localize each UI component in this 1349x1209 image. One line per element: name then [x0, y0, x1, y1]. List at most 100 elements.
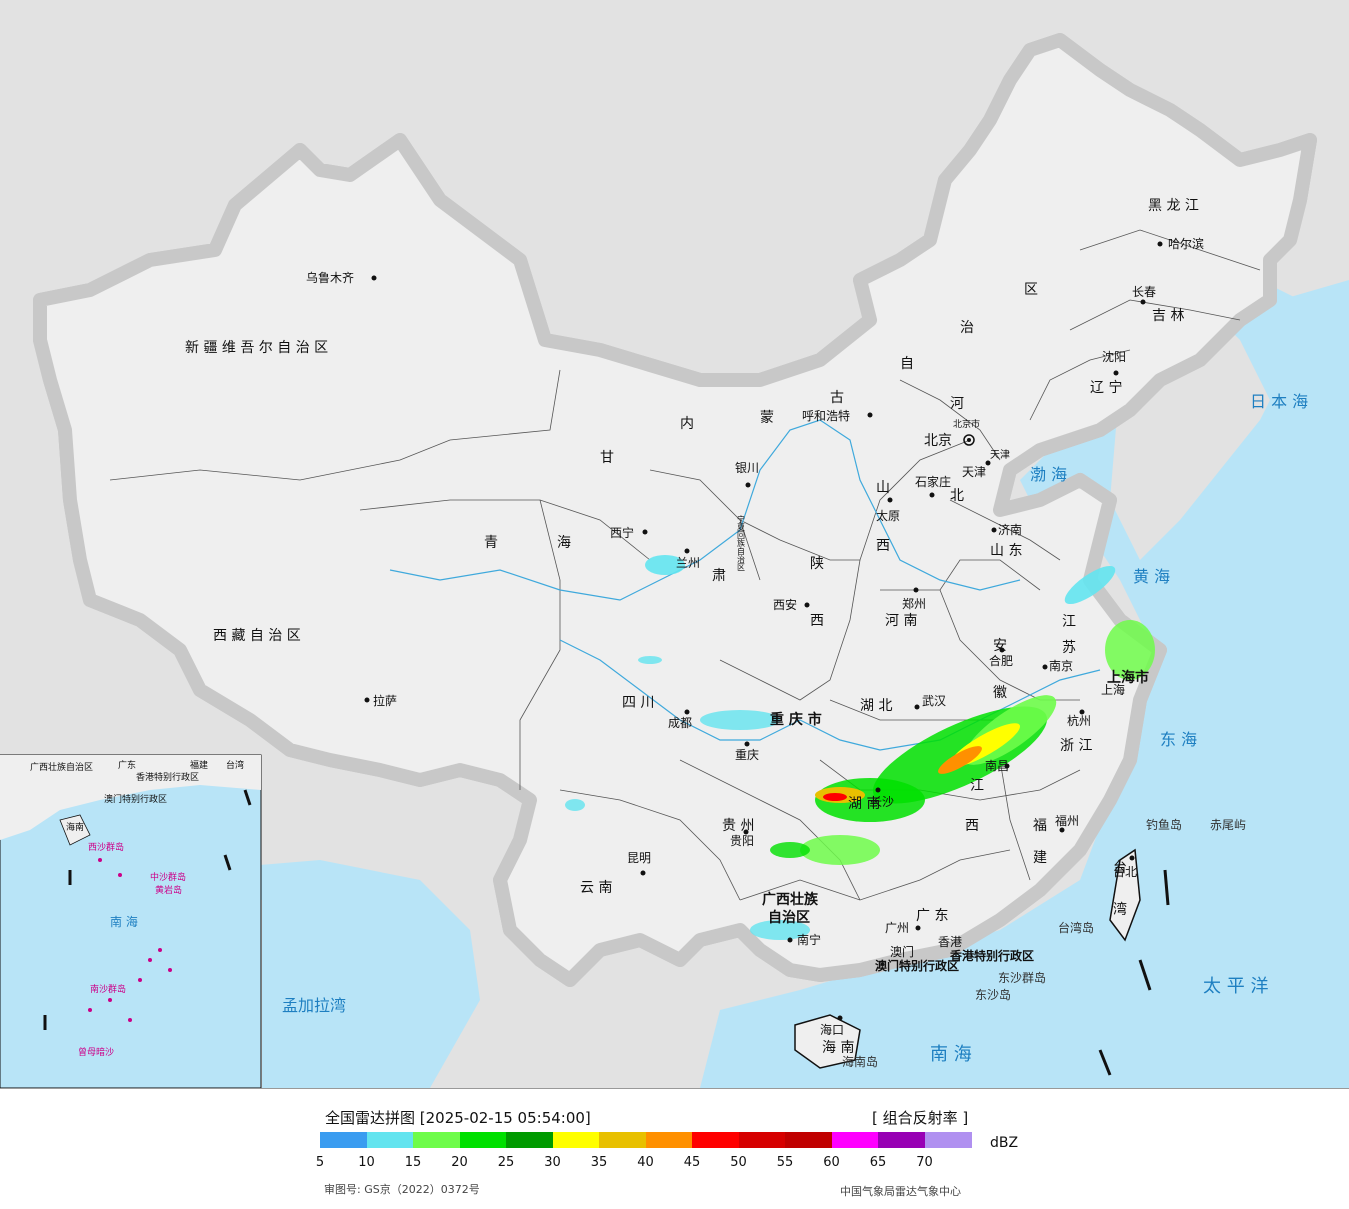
- label-hunan: 湖 南: [848, 796, 880, 812]
- city-lanzhou: 兰州: [676, 556, 700, 570]
- island-hainan: 海南岛: [842, 1054, 878, 1069]
- inset-islands: [88, 858, 172, 1022]
- label-hainan: 海 南: [822, 1040, 854, 1056]
- sea-bohai: 渤 海: [1030, 465, 1067, 484]
- city-beijing: 北京: [924, 433, 952, 449]
- city-yinchuan: 银川: [735, 461, 759, 475]
- taiwan-island: [1109, 848, 1141, 942]
- label-neimeng-2: 蒙: [760, 410, 774, 426]
- inset-fujian: 福建: [190, 759, 208, 771]
- label-jiangsu-b: 苏: [1062, 640, 1076, 656]
- legend-tick-label: 65: [869, 1155, 887, 1170]
- inset-hk: 香港特别行政区: [136, 771, 199, 783]
- label-beijing-small: 北京市: [953, 418, 980, 430]
- label-taiwan-b: 湾: [1113, 901, 1127, 918]
- inset-land: [0, 755, 261, 840]
- label-neimeng-4: 自: [900, 356, 914, 372]
- city-guiyang: 贵阳: [730, 834, 754, 848]
- japan-sea: [1200, 280, 1330, 560]
- city-hefei: 合肥: [989, 653, 1013, 668]
- city-nanjing: 南京: [1049, 658, 1073, 673]
- legend-swatch: [878, 1132, 925, 1148]
- inset-macau: 澳门特别行政区: [104, 793, 167, 805]
- label-anhui-a: 安: [993, 638, 1007, 654]
- label-anhui-b: 徽: [993, 685, 1007, 701]
- sea-riben: 日 本 海: [1250, 392, 1308, 411]
- product-label: [ 组合反射率 ]: [872, 1109, 969, 1127]
- legend-tick-label: 60: [823, 1155, 840, 1170]
- label-heilongjiang: 黑 龙 江: [1148, 198, 1199, 214]
- island-diaoyu: 钓鱼岛: [1146, 817, 1182, 832]
- legend-tick-label: 45: [683, 1155, 701, 1170]
- label-tianjin: 天津: [990, 449, 1010, 461]
- city-shanghai: 上海: [1101, 682, 1125, 697]
- legend-tick-label: 50: [730, 1155, 747, 1170]
- label-liaoning: 辽 宁: [1090, 379, 1122, 396]
- label-shanxi-b: 西: [876, 538, 890, 554]
- label-shanxi-a: 山: [876, 480, 890, 496]
- sea-labels: 渤 海 黄 海 东 海 日 本 海 太 平 洋 南 海 孟加拉湾: [282, 392, 1308, 1065]
- label-yunnan: 云 南: [580, 880, 612, 896]
- legend-swatch: [831, 1132, 879, 1148]
- sea-nanhai: 南 海: [930, 1044, 972, 1065]
- label-shanghai: 上海市: [1107, 669, 1149, 686]
- sea-taiping: 太 平 洋: [1203, 976, 1268, 997]
- label-fujian-a: 福: [1033, 818, 1047, 834]
- city-macau: 澳门: [890, 944, 914, 959]
- label-xizang: 西 藏 自 治 区: [213, 628, 301, 644]
- legend-tick-label: 20: [451, 1155, 468, 1170]
- unit-label: dBZ: [990, 1135, 1019, 1151]
- inset-taiwan: 台湾: [226, 759, 244, 771]
- island-dongsha-dao: 东沙岛: [975, 987, 1011, 1002]
- city-fuzhou: 福州: [1055, 813, 1079, 828]
- legend-swatch: [645, 1132, 693, 1148]
- label-fujian-b: 建: [1033, 850, 1047, 866]
- label-henan: 河 南: [885, 613, 917, 629]
- legend-tick-label: 55: [776, 1155, 794, 1170]
- city-lhasa: 拉萨: [373, 693, 397, 708]
- legend-tick-label: 70: [916, 1155, 933, 1170]
- label-guangdong: 广 东: [916, 908, 948, 924]
- city-harbin: 哈尔滨: [1168, 236, 1204, 251]
- city-taiyuan: 太原: [876, 508, 900, 523]
- city-xian: 西安: [773, 597, 797, 612]
- label-hk: 香港特别行政区: [949, 948, 1034, 963]
- city-hohhot: 呼和浩特: [802, 408, 850, 423]
- map-canvas: 新 疆 维 吾 尔 自 治 区 西 藏 自 治 区 青 海 甘 肃 内 蒙 古 …: [0, 0, 1349, 1089]
- label-ningxia: 宁夏回族自治区: [737, 514, 746, 571]
- label-gansu-a: 甘: [600, 450, 614, 466]
- island-chiwei: 赤尾屿: [1210, 818, 1246, 832]
- label-hubei: 湖 北: [860, 698, 892, 714]
- city-kunming: 昆明: [627, 851, 651, 865]
- label-neimeng-5: 治: [960, 320, 974, 336]
- bay-of-bengal: [200, 860, 480, 1088]
- legend-swatch: [738, 1132, 786, 1148]
- source-credit: 中国气象局雷达气象中心: [840, 1185, 961, 1198]
- hainan-island: [794, 1014, 861, 1069]
- radar-echoes: [565, 555, 1155, 940]
- inset-hainan: [59, 814, 91, 846]
- inset-labels: 广西壮族自治区 广东 福建 台湾 香港特别行政区 澳门特别行政区 海南 西沙群岛…: [30, 759, 244, 1058]
- legend-tick-label: 40: [637, 1155, 654, 1170]
- city-guangzhou: 广州: [885, 921, 909, 935]
- legend-swatch: [785, 1132, 832, 1148]
- label-jiangxi-b: 西: [965, 818, 979, 834]
- label-shaanxi-a: 陕: [810, 556, 824, 572]
- city-urumqi: 乌鲁木齐: [306, 270, 354, 285]
- inset-hainan: 海南: [66, 821, 84, 833]
- map-labels: 新 疆 维 吾 尔 自 治 区 西 藏 自 治 区 青 海 甘 肃 内 蒙 古 …: [30, 198, 1308, 1069]
- label-macau: 澳门特别行政区: [875, 958, 959, 973]
- province-borders: [109, 229, 1261, 901]
- label-guangxi-a: 广西壮族: [762, 891, 819, 908]
- city-nanchang: 南昌: [985, 758, 1009, 773]
- city-changsha: 长沙: [870, 795, 894, 809]
- island-labels: 钓鱼岛 赤尾屿 东沙群岛 东沙岛 台湾岛 海南岛: [842, 817, 1246, 1069]
- island-dongsha: 东沙群岛: [998, 970, 1046, 985]
- legend-footer: 全国雷达拼图 [2025-02-15 05:54:00] [ 组合反射率 ] 5…: [0, 1088, 1349, 1209]
- city-dots: [364, 241, 1163, 1021]
- approval-number: 审图号: GS京（2022）0372号: [324, 1183, 480, 1196]
- city-hongkong: 香港: [938, 935, 962, 949]
- rivers: [389, 419, 1101, 751]
- city-changchun: 长春: [1132, 285, 1156, 299]
- legend-tick-label: 25: [497, 1155, 515, 1170]
